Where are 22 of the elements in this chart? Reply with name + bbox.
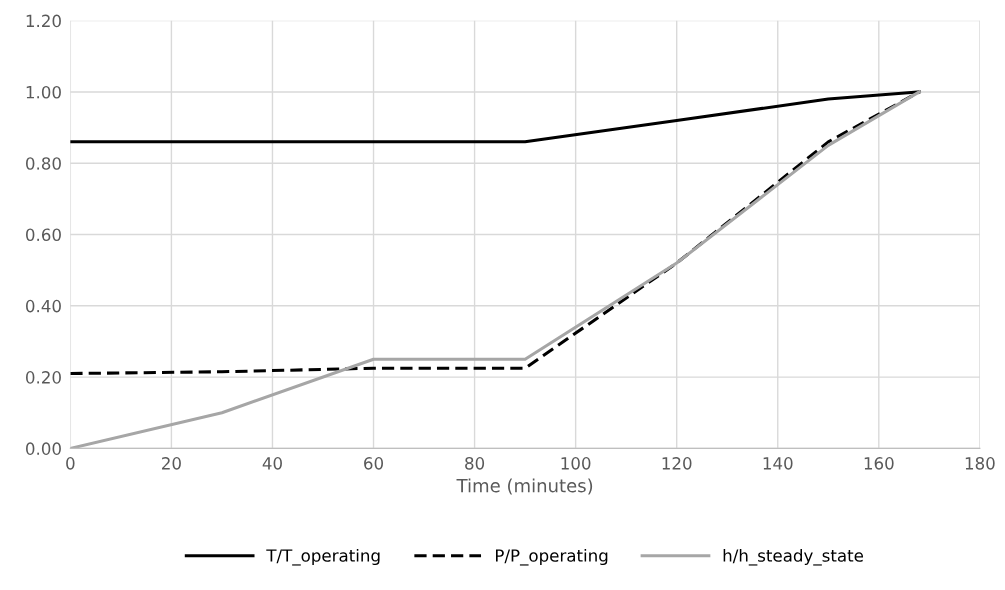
- x-tick-label: 40: [262, 457, 282, 470]
- x-tick-label: 120: [662, 457, 692, 470]
- legend-label: T/T_operating: [266, 548, 380, 566]
- y-tick-label: 0.60: [26, 228, 61, 242]
- x-tick-label: 140: [763, 457, 793, 470]
- legend-label: P/P_operating: [496, 548, 608, 566]
- y-tick-label: 0.00: [26, 442, 61, 455]
- y-tick-label: 0.40: [26, 299, 61, 313]
- x-axis-title: Time (minutes): [456, 478, 593, 495]
- x-tick-label: 160: [864, 457, 894, 470]
- legend-label: h/h_steady_state: [723, 548, 864, 566]
- x-tick-label: 0: [66, 457, 75, 470]
- x-tick-label: 80: [465, 457, 485, 470]
- x-tick-label: 20: [162, 457, 181, 470]
- y-tick-label: 1.00: [26, 85, 61, 99]
- x-tick-label: 60: [364, 457, 384, 470]
- y-tick-label: 0.80: [26, 157, 61, 170]
- line-series: [70, 90, 921, 449]
- x-tick-label: 180: [965, 457, 995, 470]
- y-tick-label: 0.20: [26, 371, 61, 384]
- x-tick-label: 100: [561, 457, 591, 470]
- y-tick-label: 1.20: [26, 14, 61, 28]
